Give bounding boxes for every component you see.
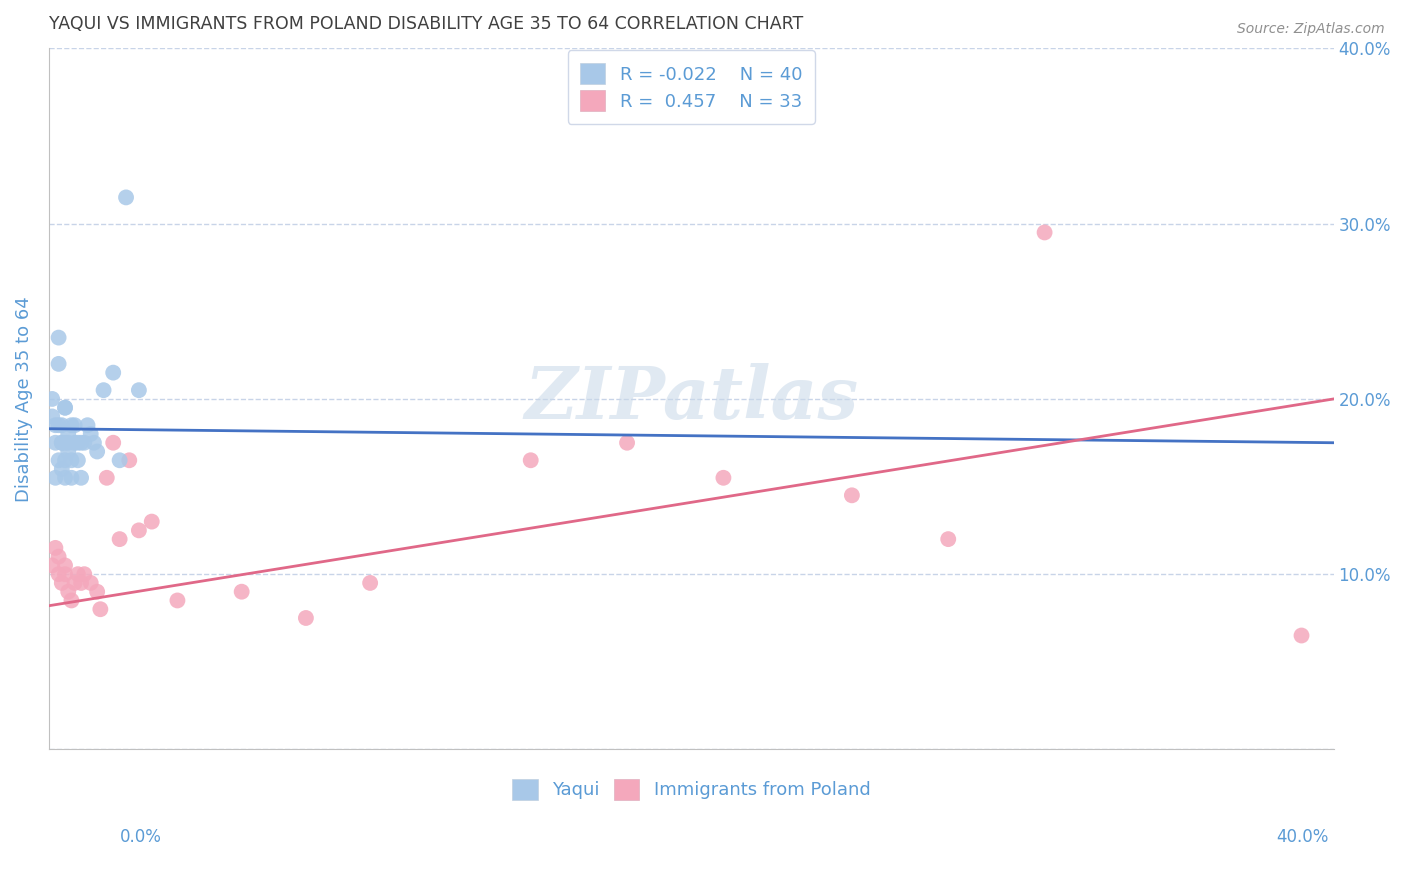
- Text: 40.0%: 40.0%: [1277, 828, 1329, 846]
- Point: [53, 435, 76, 450]
- Point: [103, 366, 125, 380]
- Point: [41, 409, 63, 424]
- Point: [89, 602, 111, 616]
- Point: [58, 584, 80, 599]
- Point: [70, 435, 93, 450]
- Point: [616, 435, 638, 450]
- Point: [60, 418, 83, 433]
- Point: [86, 444, 108, 458]
- Point: [53, 401, 76, 415]
- Point: [93, 383, 115, 397]
- Point: [83, 435, 105, 450]
- Point: [44, 541, 66, 555]
- Point: [141, 515, 163, 529]
- Point: [66, 567, 89, 582]
- Point: [1033, 226, 1056, 240]
- Point: [48, 453, 70, 467]
- Point: [73, 567, 96, 582]
- Point: [295, 611, 318, 625]
- Point: [44, 471, 66, 485]
- Point: [118, 453, 141, 467]
- Point: [51, 435, 73, 450]
- Text: Source: ZipAtlas.com: Source: ZipAtlas.com: [1237, 22, 1385, 37]
- Point: [108, 532, 131, 546]
- Point: [76, 418, 98, 433]
- Point: [70, 471, 93, 485]
- Point: [53, 558, 76, 573]
- Point: [96, 471, 118, 485]
- Point: [41, 558, 63, 573]
- Point: [108, 453, 131, 467]
- Point: [841, 488, 863, 502]
- Point: [48, 418, 70, 433]
- Point: [80, 576, 103, 591]
- Point: [936, 532, 959, 546]
- Point: [41, 392, 63, 406]
- Text: ZIPatlas: ZIPatlas: [524, 363, 859, 434]
- Point: [48, 567, 70, 582]
- Point: [60, 453, 83, 467]
- Point: [103, 435, 125, 450]
- Point: [63, 418, 86, 433]
- Point: [44, 418, 66, 433]
- Point: [231, 584, 253, 599]
- Point: [53, 567, 76, 582]
- Point: [51, 462, 73, 476]
- Point: [66, 435, 89, 450]
- Point: [73, 435, 96, 450]
- Point: [66, 453, 89, 467]
- Point: [51, 576, 73, 591]
- Point: [58, 444, 80, 458]
- Point: [359, 576, 381, 591]
- Point: [51, 435, 73, 450]
- Point: [58, 427, 80, 442]
- Point: [63, 576, 86, 591]
- Point: [60, 471, 83, 485]
- Point: [60, 593, 83, 607]
- Text: 0.0%: 0.0%: [120, 828, 162, 846]
- Point: [519, 453, 541, 467]
- Point: [128, 383, 150, 397]
- Point: [53, 471, 76, 485]
- Legend: Yaqui, Immigrants from Poland: Yaqui, Immigrants from Poland: [505, 772, 877, 807]
- Point: [44, 435, 66, 450]
- Point: [48, 549, 70, 564]
- Point: [58, 435, 80, 450]
- Point: [86, 584, 108, 599]
- Point: [51, 418, 73, 433]
- Point: [713, 471, 735, 485]
- Text: YAQUI VS IMMIGRANTS FROM POLAND DISABILITY AGE 35 TO 64 CORRELATION CHART: YAQUI VS IMMIGRANTS FROM POLAND DISABILI…: [49, 15, 803, 33]
- Point: [1291, 628, 1313, 642]
- Point: [48, 357, 70, 371]
- Point: [80, 427, 103, 442]
- Point: [128, 524, 150, 538]
- Y-axis label: Disability Age 35 to 64: Disability Age 35 to 64: [15, 296, 32, 502]
- Point: [53, 401, 76, 415]
- Point: [166, 593, 188, 607]
- Point: [115, 190, 138, 204]
- Point: [53, 453, 76, 467]
- Point: [63, 435, 86, 450]
- Point: [70, 576, 93, 591]
- Point: [48, 330, 70, 344]
